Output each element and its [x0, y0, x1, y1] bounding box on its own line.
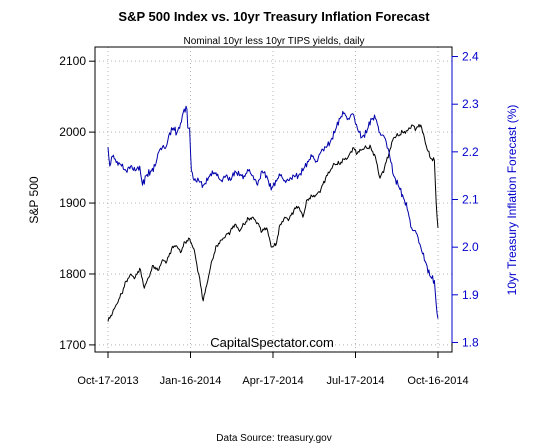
right-tick-label: 2.3 — [462, 97, 479, 111]
left-tick-label: 1700 — [59, 338, 86, 352]
x-tick-label: Oct-16-2014 — [407, 375, 468, 387]
right-tick-label: 1.9 — [462, 288, 479, 302]
chart-subtitle: Nominal 10yr less 10yr TIPS yields, dail… — [184, 36, 365, 47]
right-axis-label: 10yr Treasury Inflation Forecast (%) — [505, 105, 519, 296]
x-tick-label: Oct-17-2013 — [77, 375, 138, 387]
watermark: CapitalSpectator.com — [210, 335, 334, 350]
left-tick-label: 2000 — [59, 125, 86, 139]
grid-lines — [95, 47, 452, 352]
x-axis: Oct-17-2013 Jan-16-2014 Apr-17-2014 Jul-17-… — [77, 351, 469, 387]
data-source: Data Source: treasury.gov — [216, 433, 331, 444]
left-tick-label: 2100 — [59, 54, 86, 68]
x-tick-label: Apr-17-2014 — [242, 375, 303, 387]
x-tick-label: Jul-17-2014 — [326, 375, 384, 387]
left-axis-label: S&P 500 — [27, 176, 41, 223]
series-line-right — [107, 105, 439, 319]
left-tick-label: 1800 — [59, 267, 86, 281]
series-line-left — [107, 123, 439, 322]
right-tick-label: 2.2 — [462, 145, 479, 159]
chart-title: S&P 500 Index vs. 10yr Treasury Inflatio… — [118, 9, 430, 24]
right-tick-label: 2.0 — [462, 240, 479, 254]
left-axis: 1700 1800 1900 2000 2100 — [59, 54, 96, 352]
x-tick-label: Jan-16-2014 — [160, 375, 222, 387]
right-tick-label: 2.4 — [462, 50, 479, 64]
right-tick-label: 1.8 — [462, 335, 479, 349]
right-axis: 1.8 1.9 2.0 2.1 2.2 2.3 2.4 — [451, 50, 479, 349]
left-tick-label: 1900 — [59, 196, 86, 210]
right-tick-label: 2.1 — [462, 193, 479, 207]
series-layer — [107, 105, 439, 322]
